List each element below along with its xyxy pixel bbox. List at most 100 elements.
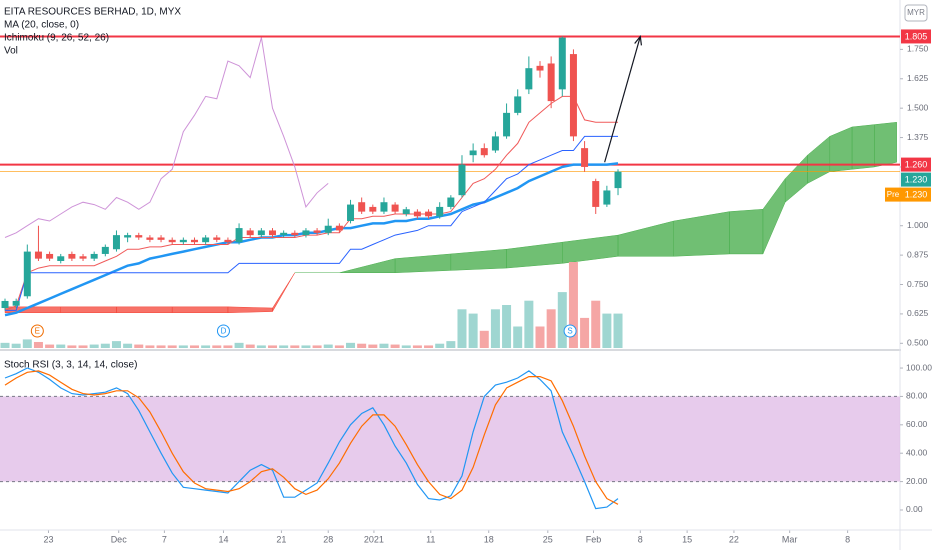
candle-body — [480, 148, 488, 156]
axis-background — [901, 0, 932, 550]
stoch-line — [4, 367, 619, 510]
event-marker — [30, 324, 44, 338]
y-tick-label: 0.750 — [907, 279, 929, 289]
price-label: 1.260 — [905, 159, 928, 169]
x-tick-label: 23 — [43, 534, 53, 544]
y-tick-label: 0.00 — [906, 504, 923, 514]
price-label: 1.805 — [905, 31, 928, 41]
indicator-line — [4, 95, 618, 311]
volume-bar — [279, 345, 289, 348]
volume-bar — [591, 300, 601, 348]
stoch-title: Stoch RSI (3, 3, 14, 14, close) — [4, 360, 137, 371]
ichimoku-cloud — [171, 306, 229, 313]
volume-bar — [100, 343, 110, 348]
volume-bar — [156, 345, 166, 348]
volume-bar — [357, 343, 367, 348]
candle-body — [603, 190, 611, 205]
ichimoku-cloud — [673, 211, 730, 257]
x-tick-label: 14 — [218, 534, 228, 544]
candle-body — [514, 96, 522, 113]
indicator-line — [4, 162, 619, 317]
price-label-box — [901, 29, 931, 44]
stoch-line — [4, 370, 619, 505]
candle-body — [57, 256, 65, 261]
legend-ma: MA (20, close, 0) — [4, 20, 79, 31]
ichimoku-cloud — [617, 220, 674, 257]
volume-bar — [22, 339, 32, 348]
candle-body — [46, 253, 54, 259]
candle-body — [79, 256, 87, 259]
candle-body — [503, 112, 511, 137]
x-tick-label: Dec — [111, 534, 128, 544]
ichimoku-cloud — [506, 241, 563, 269]
volume-bar — [546, 309, 556, 348]
ichimoku-cloud — [60, 306, 117, 313]
volume-bar — [479, 330, 489, 348]
volume-bar — [401, 345, 411, 348]
ichimoku-cloud — [729, 209, 764, 255]
volume-bar — [312, 345, 322, 348]
candle-body — [569, 54, 577, 137]
ichimoku-cloud — [116, 306, 173, 313]
y-tick-label: 0.875 — [907, 249, 929, 259]
arrow-line — [604, 36, 641, 163]
candle-body — [369, 206, 377, 212]
event-label: D — [221, 327, 227, 336]
x-tick-label: 28 — [323, 534, 333, 544]
volume-bar — [424, 345, 434, 348]
candle-body — [291, 232, 299, 236]
stoch-band — [0, 396, 900, 482]
candle-body — [168, 239, 176, 243]
candle-body — [447, 197, 455, 207]
candle-body — [23, 251, 31, 297]
volume-bar — [189, 345, 199, 348]
ichimoku-cloud — [450, 248, 507, 271]
volume-bar — [234, 342, 244, 348]
volume-bar — [390, 344, 400, 348]
y-tick-label: 1.500 — [907, 102, 929, 112]
candle-body — [68, 253, 76, 259]
volume-bar — [11, 343, 21, 348]
candle-body — [112, 235, 120, 250]
x-tick-label: 25 — [543, 534, 553, 544]
candle-body — [425, 211, 433, 217]
currency-box[interactable] — [904, 4, 928, 22]
volume-bar — [568, 262, 578, 348]
currency: MYR — [907, 8, 925, 17]
volume-bar — [602, 313, 612, 348]
volume-bar — [245, 344, 255, 348]
x-tick-label: 8 — [845, 534, 850, 544]
price-tag-box — [885, 187, 901, 202]
candle-body — [157, 237, 165, 240]
candle-body — [269, 230, 277, 236]
volume-bar — [0, 342, 10, 348]
candle-body — [358, 202, 366, 212]
volume-bar — [379, 343, 389, 348]
volume-bar — [178, 345, 188, 348]
candle-body — [436, 206, 444, 217]
volume-bar — [535, 326, 545, 348]
candle-body — [402, 209, 410, 214]
volume-bar — [412, 345, 422, 348]
volume-bar — [457, 309, 467, 348]
x-tick-label: 8 — [638, 534, 643, 544]
volume-bar — [613, 313, 623, 348]
volume-bar — [502, 305, 512, 348]
price-label-box — [901, 172, 931, 187]
volume-bar — [524, 300, 534, 348]
candle-body — [458, 164, 466, 196]
candle-body — [324, 225, 332, 233]
indicator-line — [5, 135, 618, 311]
y-tick-label: 0.625 — [907, 308, 929, 318]
y-tick-label: 40.00 — [906, 447, 928, 457]
x-tick-label: Feb — [586, 534, 602, 544]
candle-body — [257, 230, 265, 236]
ichimoku-cloud — [851, 124, 875, 170]
candle-body — [614, 171, 622, 189]
ichimoku-cloud — [339, 258, 396, 274]
candle-body — [547, 63, 555, 102]
y-tick-label: 100.00 — [906, 362, 932, 372]
y-tick-label: 20.00 — [906, 476, 928, 486]
candle-body — [302, 230, 310, 236]
